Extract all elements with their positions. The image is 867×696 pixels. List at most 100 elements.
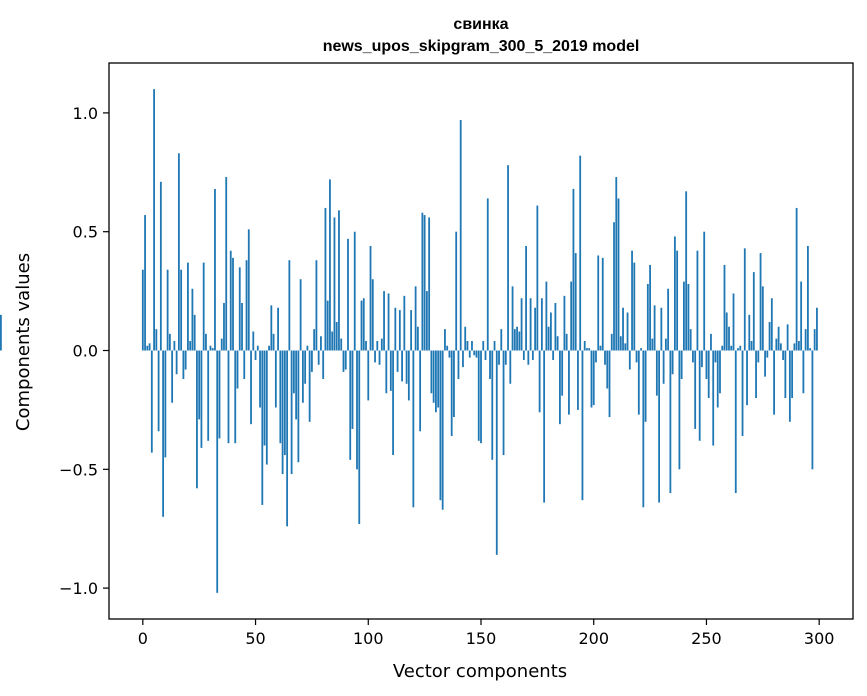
bar: [150, 350, 153, 453]
bar: [360, 300, 363, 351]
bar: [637, 350, 640, 415]
x-tick-label: 100: [353, 629, 384, 648]
bar: [721, 345, 724, 351]
bar: [579, 155, 582, 351]
bar: [398, 310, 401, 351]
bar: [692, 350, 694, 363]
bar: [292, 350, 295, 394]
bar: [430, 350, 433, 394]
bar: [207, 350, 210, 441]
bar: [719, 350, 721, 394]
bar: [507, 165, 509, 351]
bar: [371, 279, 374, 351]
bar: [299, 279, 302, 351]
bar: [631, 250, 633, 351]
bar: [768, 321, 771, 351]
bar: [529, 298, 532, 351]
bar: [676, 250, 679, 351]
bar: [396, 350, 399, 372]
bar: [245, 260, 248, 351]
bar: [619, 336, 622, 351]
bar: [498, 350, 500, 365]
bar: [655, 350, 658, 396]
bar: [710, 333, 712, 351]
bar: [737, 348, 739, 351]
bar: [784, 350, 787, 399]
bar: [739, 345, 742, 351]
bar: [311, 350, 313, 372]
bar: [773, 350, 775, 415]
bar: [423, 215, 426, 351]
bar: [511, 286, 514, 351]
bar: [653, 305, 656, 351]
bar: [502, 350, 505, 456]
bar: [274, 350, 277, 408]
bar: [782, 350, 785, 360]
bar: [329, 179, 331, 351]
bar: [786, 324, 789, 351]
bar: [617, 198, 620, 351]
bar: [277, 307, 279, 351]
bar: [468, 350, 471, 358]
bar: [295, 350, 298, 420]
bar: [649, 264, 651, 351]
bar: [574, 253, 577, 351]
bar: [797, 341, 800, 351]
bar: [326, 300, 329, 351]
bar: [236, 350, 239, 389]
bar: [477, 350, 480, 441]
bar: [525, 245, 527, 351]
bar: [559, 350, 561, 425]
bar: [306, 345, 309, 351]
bar: [317, 350, 320, 365]
bar: [622, 307, 624, 351]
bar: [283, 350, 286, 456]
bar: [218, 350, 221, 439]
bar: [193, 314, 196, 351]
bar: [450, 350, 453, 437]
x-tick-label: 300: [804, 629, 835, 648]
y-tick-label: 1.0: [73, 104, 98, 123]
bar: [531, 350, 534, 360]
bar: [604, 350, 606, 365]
bar: [730, 345, 733, 351]
bar: [644, 350, 647, 422]
bar: [401, 350, 403, 382]
bar: [254, 350, 257, 360]
x-axis-label: Vector components: [393, 661, 567, 682]
bar: [725, 312, 728, 351]
bar: [196, 350, 198, 489]
bar: [263, 350, 266, 446]
bar: [177, 153, 180, 351]
bar: [608, 350, 611, 418]
bar: [581, 350, 584, 501]
bar: [563, 295, 566, 351]
bar: [583, 341, 586, 351]
bar: [813, 329, 816, 351]
bar: [182, 350, 185, 380]
bar: [504, 350, 507, 365]
bar: [146, 345, 149, 351]
bar: [660, 307, 663, 351]
y-tick-label: −0.5: [59, 460, 98, 479]
bar: [610, 333, 613, 351]
bar: [435, 350, 437, 413]
bar: [211, 348, 214, 351]
bar: [755, 350, 757, 399]
bar: [480, 350, 482, 444]
bar: [383, 291, 385, 351]
bar: [421, 212, 424, 351]
bar: [473, 350, 476, 356]
bar: [669, 350, 672, 494]
bar: [716, 350, 719, 408]
bar: [777, 326, 780, 351]
bar: [549, 312, 552, 351]
bar: [764, 350, 766, 377]
bar: [322, 350, 325, 380]
bar: [651, 338, 654, 351]
bar: [256, 345, 259, 351]
bar: [779, 343, 782, 351]
bar: [513, 329, 516, 351]
bar: [775, 338, 778, 351]
